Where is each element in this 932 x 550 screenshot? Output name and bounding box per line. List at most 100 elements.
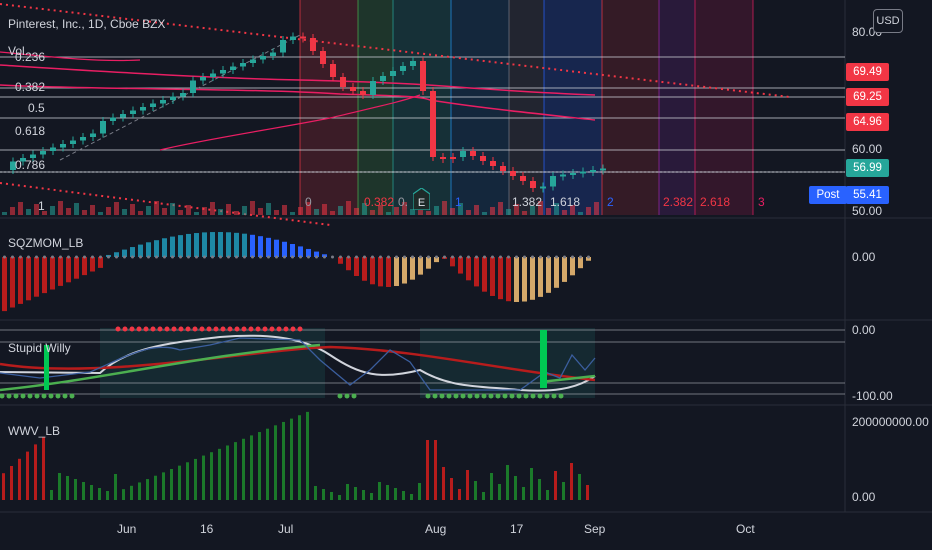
willy-dot (122, 326, 128, 332)
volume-bar (458, 203, 463, 215)
candle-body (450, 157, 456, 159)
candle-body (320, 51, 326, 64)
sqzmom-bar (250, 234, 255, 257)
squeeze-dot (139, 255, 142, 259)
squeeze-dot (251, 255, 254, 259)
wwv-bar (314, 486, 317, 500)
sqzmom-bar (458, 257, 463, 274)
sqzmom-bar (578, 257, 583, 269)
candle-body (110, 117, 116, 121)
sqzmom-bar (210, 232, 215, 257)
candle-body (80, 137, 86, 141)
squeeze-dot (403, 255, 406, 259)
squeeze-dot (387, 255, 390, 259)
sqzmom-bar (130, 247, 135, 257)
wwv-bar (482, 492, 485, 500)
volume-bar (162, 208, 167, 215)
sqzmom-bar (74, 257, 79, 279)
squeeze-dot (587, 255, 590, 259)
squeeze-dot (3, 255, 6, 259)
volume-bar (434, 206, 439, 215)
wwv-bar (354, 487, 357, 500)
volume-bar (154, 201, 159, 215)
squeeze-dot (411, 255, 414, 259)
candle-body (100, 121, 106, 134)
sqzmom-title[interactable]: SQZMOM_LB (8, 236, 84, 250)
volume-bar (18, 202, 23, 215)
squeeze-dot (419, 255, 422, 259)
volume-label[interactable]: Vol (8, 44, 25, 58)
earnings-badge-letter: E (418, 197, 425, 209)
candle-body (590, 170, 596, 172)
sqzmom-bar (506, 257, 511, 302)
willy-dot (297, 326, 303, 332)
squeeze-dot (347, 255, 350, 259)
sqzmom-bar (178, 235, 183, 257)
squeeze-dot (187, 255, 190, 259)
willy-ma-green-2 (539, 374, 596, 384)
symbol-title[interactable]: Pinterest, Inc., 1D, Cboe BZX (8, 17, 166, 31)
sqzmom-bar (10, 257, 15, 308)
fib-time-2382: 2.382 (663, 195, 694, 209)
willy-dot (276, 326, 282, 332)
squeeze-dot (83, 255, 86, 259)
wwv-title[interactable]: WWV_LB (8, 424, 61, 438)
willy-dot (337, 393, 343, 399)
sqzmom-axis-0: 0.00 (852, 250, 876, 264)
squeeze-dot (163, 255, 166, 259)
sqzmom-bar (418, 257, 423, 275)
candle-body (210, 73, 216, 77)
wwv-bar (130, 485, 133, 500)
wwv-bar (450, 478, 453, 500)
sqzmom-bar (538, 257, 543, 297)
volume-bar (330, 211, 335, 215)
volume-bar (474, 205, 479, 215)
candle-body (40, 151, 46, 155)
candle-body (420, 61, 426, 91)
wwv-bar (418, 483, 421, 500)
sqzmom-bar (338, 257, 343, 264)
squeeze-dot (235, 255, 238, 259)
sqzmom-bar (354, 257, 359, 276)
sqzmom-bar (50, 257, 55, 290)
price-tag-1: 69.49 (846, 63, 889, 81)
volume-bar (538, 201, 543, 215)
candle-body (480, 156, 486, 161)
squeeze-dot (531, 255, 534, 259)
sqzmom-bar (434, 257, 439, 263)
fib-label-05: 0.5 (28, 101, 45, 115)
squeeze-dot (123, 255, 126, 259)
willy-raw (0, 337, 596, 391)
fib-time-zone-2 (393, 0, 451, 215)
candle-body (550, 176, 556, 187)
earnings-icon[interactable]: E (412, 187, 431, 211)
volume-bar (450, 208, 455, 215)
volume-bar (506, 209, 511, 215)
wwv-bar (322, 489, 325, 500)
wwv-bar (50, 490, 53, 500)
squeeze-dot (339, 255, 342, 259)
squeeze-dot (107, 255, 110, 259)
time-label-oct: Oct (736, 522, 755, 536)
sqzmom-bar (82, 257, 87, 276)
willy-dot (425, 393, 431, 399)
volume-bar (274, 210, 279, 215)
willy-dot (206, 326, 212, 332)
candle-body (370, 81, 376, 95)
sqzmom-bar (490, 257, 495, 296)
candle-body (410, 61, 416, 66)
squeeze-dot (523, 255, 526, 259)
volume-bar (186, 205, 191, 215)
wwv-bar (538, 479, 541, 500)
stupid-willy-title[interactable]: Stupid Willy (8, 341, 71, 355)
volume-bar (386, 212, 391, 215)
sqzmom-bar (498, 257, 503, 300)
wwv-bar (370, 493, 373, 500)
currency-button[interactable]: USD (873, 9, 903, 33)
squeeze-dot (379, 255, 382, 259)
squeeze-dot (547, 255, 550, 259)
willy-dot (27, 393, 33, 399)
sqzmom-bar (90, 257, 95, 272)
candle-body (380, 76, 386, 81)
